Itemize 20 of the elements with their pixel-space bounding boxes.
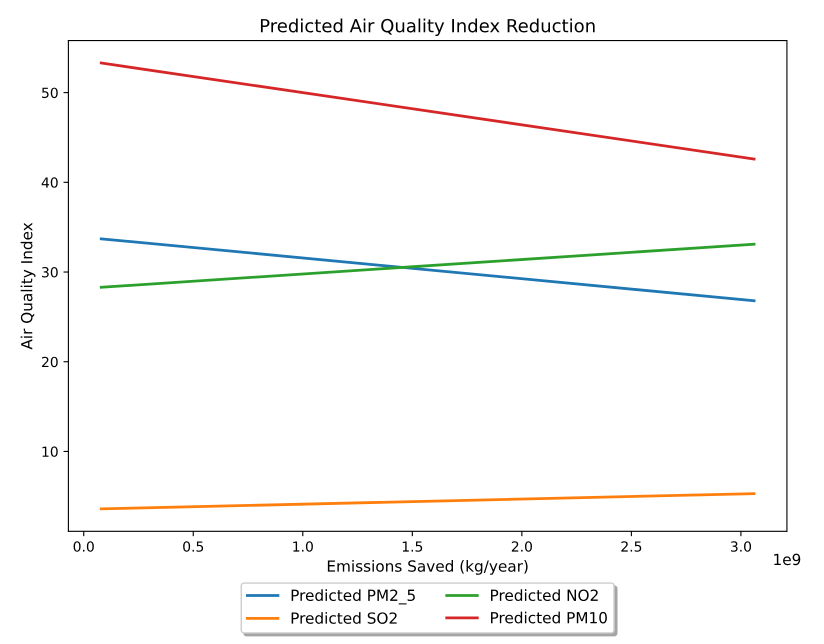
x-tick-label: 1.0	[293, 541, 313, 552]
x-tick-label: 0.0	[74, 541, 94, 552]
legend-label: Predicted NO2	[491, 589, 598, 602]
y-tick-label: 30	[42, 267, 58, 278]
x-tick-label: 2.5	[621, 541, 642, 552]
x-axis-title: Emissions Saved (kg/year)	[328, 560, 528, 575]
y-axis-title: Air Quality Index	[20, 222, 36, 350]
legend-label: Predicted PM10	[491, 612, 607, 624]
x-tick-label: 1.5	[402, 541, 422, 552]
x-tick-label: 3.0	[730, 541, 752, 552]
y-tick-label: 10	[42, 446, 58, 457]
x-tick-label: 0.5	[183, 541, 204, 552]
legend-label: Predicted PM2_5	[292, 589, 415, 604]
y-tick-label: 40	[42, 177, 58, 188]
y-tick-label: 50	[42, 88, 58, 98]
chart-title: Predicted Air Quality Index Reduction	[260, 18, 595, 36]
text: 1e9	[774, 554, 800, 566]
y-tick-label: 20	[42, 356, 58, 368]
legend-label: Predicted SO2	[292, 612, 397, 624]
x-tick-label: 2.0	[512, 541, 532, 552]
